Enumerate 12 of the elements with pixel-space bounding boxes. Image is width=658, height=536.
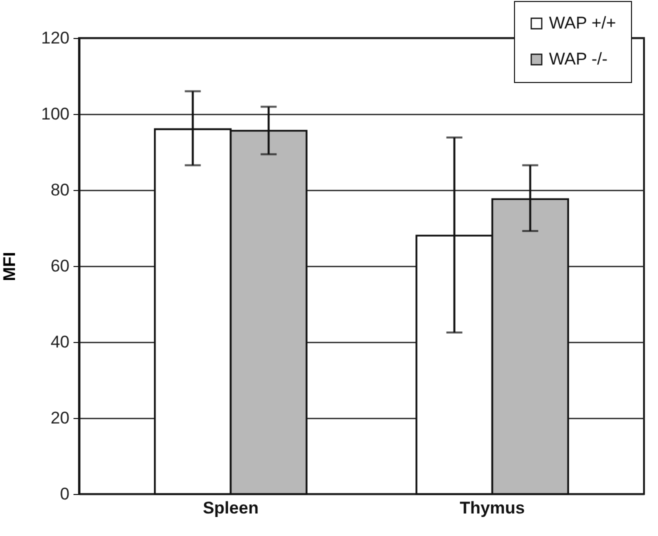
y-tick-label: 40 (50, 332, 70, 352)
y-axis-title: MFI (0, 252, 20, 282)
x-tick-label: Spleen (202, 498, 259, 518)
y-tick-label: 120 (41, 28, 70, 48)
y-tick-label: 20 (50, 408, 70, 428)
y-tick-label: 0 (60, 484, 70, 504)
y-tick-label: 100 (41, 104, 70, 124)
legend-label: WAP +/+ (549, 14, 616, 32)
x-tick-label: Thymus (460, 498, 525, 518)
legend-label: WAP -/- (549, 50, 608, 68)
y-tick-label: 60 (50, 256, 70, 276)
y-tick-label: 80 (50, 180, 70, 200)
